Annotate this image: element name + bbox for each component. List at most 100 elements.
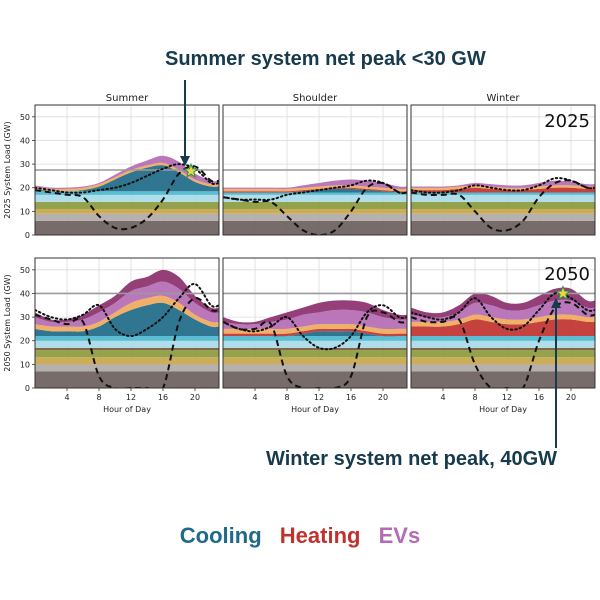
year-label-2050: 2050 [544, 264, 590, 285]
x-tick-label: 16 [346, 393, 356, 402]
area-layer-10 [223, 309, 407, 330]
summer-peak-callout: Summer system net peak <30 GW [165, 48, 486, 70]
y-tick-label: 0 [25, 384, 30, 393]
area-layer-4 [411, 347, 595, 351]
area-layer-9 [35, 295, 219, 332]
area-layer-3 [35, 201, 219, 209]
area-layer-10 [35, 155, 219, 190]
area-layer-2 [223, 357, 407, 365]
x-tick-label: 20 [378, 393, 388, 402]
panel-plot-area [411, 169, 595, 235]
area-layer-6 [223, 336, 407, 341]
area-layer-9 [223, 324, 407, 334]
area-layer-6 [35, 336, 219, 341]
y-axis-label: 2050 System Load (GW) [3, 274, 12, 371]
area-layer-3 [411, 201, 595, 209]
y-tick-label: 30 [20, 313, 30, 322]
panel-frame [410, 104, 596, 236]
area-layer-6 [223, 192, 407, 195]
y-tick-label: 50 [20, 113, 30, 122]
panel-2050-winter: 2050 4 8 12 16 20 Hour of Day [410, 257, 596, 414]
x-axis-label: Hour of Day [479, 405, 527, 414]
x-tick-label: 20 [566, 393, 576, 402]
area-layer-2 [411, 209, 595, 214]
area-layer-1 [35, 364, 219, 372]
panel-plot-area [223, 292, 407, 388]
area-layer-5 [35, 194, 219, 202]
x-tick-label: 12 [502, 393, 512, 402]
y-tick-label: 0 [25, 231, 30, 240]
year-label-2025: 2025 [544, 111, 590, 132]
area-layer-0 [223, 220, 407, 235]
area-layer-8 [223, 187, 407, 193]
area-layer-6 [411, 192, 595, 195]
x-tick-label: 16 [534, 393, 544, 402]
area-layer-1 [411, 364, 595, 372]
y-axis-label: 2025 System Load (GW) [3, 121, 12, 218]
solar-dashed-line [35, 297, 219, 388]
x-tick-label: 4 [440, 393, 445, 402]
solar-dashed-line [411, 179, 595, 232]
area-layer-2 [35, 357, 219, 365]
area-layer-5 [35, 340, 219, 348]
x-tick-label: 4 [64, 393, 69, 402]
x-tick-label: 8 [96, 393, 101, 402]
peak-star-marker [183, 162, 199, 178]
area-layer-5 [411, 340, 595, 348]
panel-2025-shoulder: Shoulder [222, 93, 408, 236]
winter-peak-callout: Winter system net peak, 40GW [266, 448, 558, 470]
area-layer-1 [35, 213, 219, 221]
area-layer-3 [223, 350, 407, 358]
panel-plot-area [35, 155, 219, 235]
net-load-dotted-line [411, 291, 595, 331]
x-tick-label: 4 [252, 393, 257, 402]
area-layer-3 [411, 350, 595, 358]
area-layer-7 [35, 302, 219, 336]
area-layer-11 [223, 300, 407, 325]
area-layer-1 [223, 213, 407, 221]
y-tick-label: 20 [20, 337, 30, 346]
column-title-summer: Summer [106, 93, 149, 104]
panel-frame [410, 257, 596, 389]
summer-peak-arrow-head [180, 156, 190, 166]
area-layer-3 [35, 350, 219, 358]
panel-2050-summer: 0 10 20 30 40 50 2050 System Load (GW) 4 8 12 16 20… [3, 257, 220, 414]
legend-evs: EVs [378, 523, 421, 548]
area-layer-9 [411, 314, 595, 327]
area-layer-10 [411, 180, 595, 188]
x-tick-label: 12 [314, 393, 324, 402]
legend-cooling: Cooling [179, 523, 262, 548]
area-layer-5 [223, 194, 407, 202]
area-layer-9 [223, 185, 407, 192]
net-load-dotted-line [35, 282, 219, 338]
panel-frame [34, 257, 220, 389]
winter-peak-arrow-head [551, 298, 561, 308]
x-tick-label: 20 [190, 393, 200, 402]
area-layer-5 [411, 194, 595, 202]
net-load-dotted-line [223, 304, 407, 351]
area-layer-0 [223, 371, 407, 388]
area-layer-10 [411, 299, 595, 322]
panel-2025-summer: Summer 0 10 20 30 40 50 2025 System Load (GW) [3, 93, 220, 240]
area-layer-0 [411, 220, 595, 235]
panel-plot-area [223, 169, 407, 235]
panel-plot-area [35, 269, 219, 388]
panel-frame [222, 104, 408, 236]
y-tick-label: 10 [20, 360, 30, 369]
net-load-dotted-line [223, 179, 407, 201]
legend-heating: Heating [279, 523, 361, 548]
area-layer-6 [411, 336, 595, 341]
area-layer-2 [35, 209, 219, 214]
x-tick-label: 12 [126, 393, 136, 402]
area-layer-7 [35, 165, 219, 192]
area-layer-1 [223, 364, 407, 372]
y-tick-label: 40 [20, 289, 30, 298]
x-tick-label: 8 [472, 393, 477, 402]
panel-frame [34, 104, 220, 236]
area-layer-8 [223, 328, 407, 337]
area-layer-0 [411, 371, 595, 388]
area-layer-3 [223, 201, 407, 209]
panel-2050-shoulder: 4 8 12 16 20 Hour of Day [222, 257, 408, 414]
solar-dashed-line [411, 301, 595, 388]
